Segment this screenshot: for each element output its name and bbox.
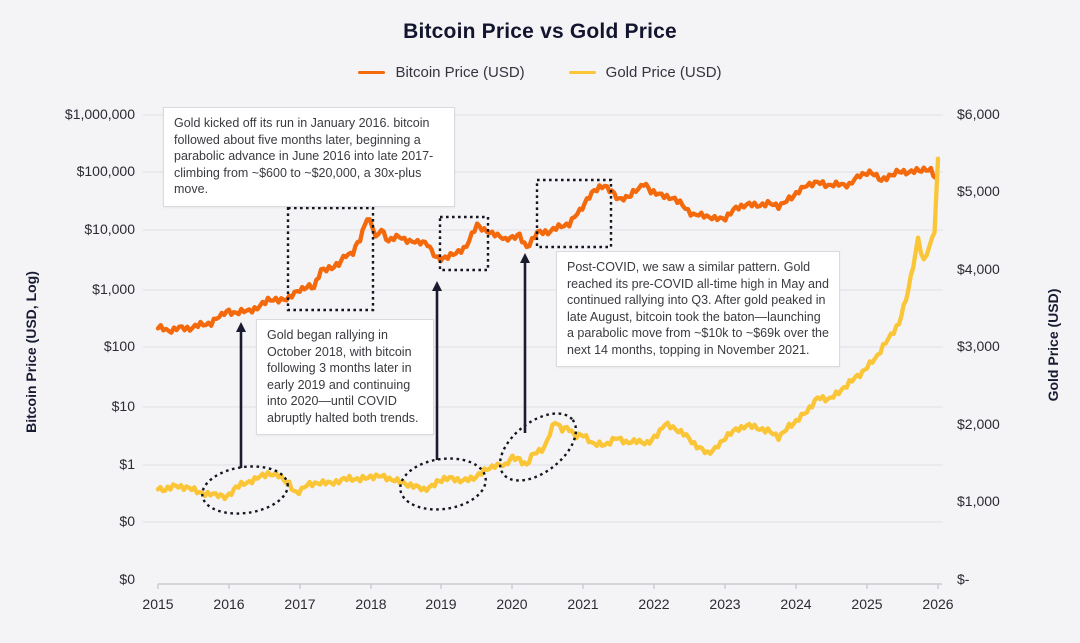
highlight-dotted-rect [286,206,375,312]
left-axis-tick-label: $0 [119,513,135,529]
annotation-text: Post-COVID, we saw a similar pattern. Go… [567,260,829,357]
annotation-text: Gold began rallying in October 2018, wit… [267,328,419,425]
x-axis-tick-label: 2016 [213,596,245,612]
annotation-text: Gold kicked off its run in January 2016.… [174,116,434,196]
x-axis-tick-label: 2026 [922,596,954,612]
left-axis-tick-label: $100 [103,338,135,354]
bitcoin-price-line [155,165,939,335]
left-axis-tick-label: $0 [119,571,135,587]
x-axis-tick-label: 2024 [780,596,812,612]
annotation-2016-run: Gold kicked off its run in January 2016.… [163,107,455,207]
x-axis-tick-label: 2019 [425,596,457,612]
highlight-dotted-ellipse [498,412,578,482]
right-axis-tick-label: $6,000 [957,106,1000,122]
legend-item-bitcoin: Bitcoin Price (USD) [358,64,525,81]
x-axis-tick-label: 2017 [284,596,316,612]
x-axis-tick-label: 2022 [638,596,670,612]
annotation-2018-rally: Gold began rallying in October 2018, wit… [256,319,434,435]
annotation-arrow-head-icon [236,322,246,332]
x-axis-tick-label: 2021 [567,596,599,612]
bitcoin-line-swatch-icon [358,70,386,75]
x-axis-tick-label: 2018 [355,596,387,612]
right-axis-tick-label: $- [957,571,970,587]
annotation-arrow-head-icon [520,253,530,263]
annotation-post-covid: Post-COVID, we saw a similar pattern. Go… [556,251,840,367]
left-axis-tick-label: $1,000,000 [64,106,135,122]
x-axis-tick-label: 2015 [142,596,174,612]
legend-label-bitcoin: Bitcoin Price (USD) [395,64,525,81]
right-axis-tick-label: $4,000 [957,261,1000,277]
left-axis-tick-label: $10 [111,398,135,414]
legend-item-gold: Gold Price (USD) [568,64,722,81]
x-axis-tick-label: 2023 [709,596,741,612]
highlight-dotted-ellipse [399,457,487,511]
right-axis-tick-label: $1,000 [957,493,1000,509]
chart-title: Bitcoin Price vs Gold Price [403,20,677,43]
legend-label-gold: Gold Price (USD) [605,64,722,81]
legend: Bitcoin Price (USD) Gold Price (USD) [0,64,1080,81]
right-axis-tick-label: $5,000 [957,183,1000,199]
right-axis-tick-label: $2,000 [957,416,1000,432]
left-axis-tick-label: $1,000 [92,281,135,297]
left-axis-tick-label: $10,000 [84,221,135,237]
left-axis-tick-label: $1 [119,456,135,472]
right-axis-tick-label: $3,000 [957,338,1000,354]
annotation-arrow-head-icon [432,281,442,291]
highlight-dotted-ellipse [201,465,289,515]
left-axis-tick-label: $100,000 [76,163,135,179]
highlight-dotted-rect [438,215,490,272]
x-axis-tick-label: 2020 [496,596,528,612]
highlight-dotted-rect [535,178,613,249]
gold-line-swatch-icon [568,70,596,75]
x-axis-tick-label: 2025 [851,596,883,612]
gold-price-line [155,156,941,502]
